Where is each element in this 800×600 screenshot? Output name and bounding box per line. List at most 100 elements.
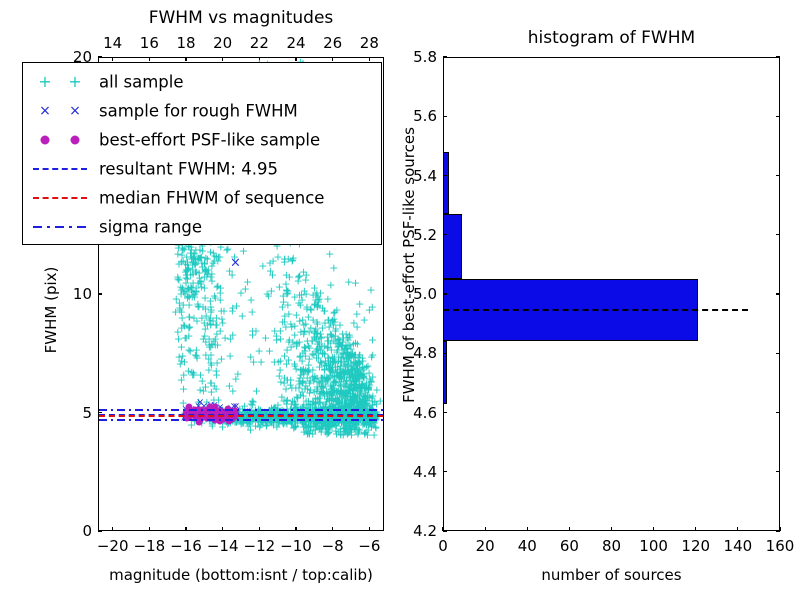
- scatter-point-all-sample: +: [362, 417, 371, 428]
- scatter-point-all-sample: +: [336, 351, 345, 362]
- scatter-point-all-sample: +: [353, 416, 362, 427]
- scatter-point-all-sample: +: [337, 417, 346, 428]
- scatter-point-all-sample: +: [357, 413, 366, 424]
- y-tick-right: [776, 115, 780, 117]
- scatter-point-all-sample: +: [289, 411, 298, 422]
- y-tick: [443, 352, 447, 354]
- scatter-point-all-sample: +: [299, 320, 308, 331]
- scatter-point-all-sample: +: [289, 422, 298, 433]
- scatter-point-all-sample: +: [228, 306, 237, 317]
- scatter-point-all-sample: +: [204, 264, 213, 275]
- scatter-point-all-sample: +: [201, 265, 210, 276]
- scatter-point-all-sample: +: [350, 413, 359, 424]
- top-x-tick: [368, 57, 370, 61]
- x-tick-label: 120: [681, 537, 710, 555]
- scatter-point-all-sample: +: [201, 382, 210, 393]
- scatter-point-all-sample: +: [213, 339, 222, 350]
- scatter-point-all-sample: +: [355, 406, 364, 417]
- scatter-point-all-sample: +: [319, 403, 328, 414]
- scatter-point-all-sample: +: [361, 406, 370, 417]
- x-tick-label: −10: [280, 537, 312, 555]
- scatter-point-all-sample: +: [352, 406, 361, 417]
- scatter-point-all-sample: +: [191, 349, 200, 360]
- legend-label-3: resultant FWHM: 4.95: [99, 159, 278, 178]
- scatter-point-all-sample: +: [363, 413, 372, 424]
- scatter-point-all-sample: +: [299, 413, 308, 424]
- scatter-point-all-sample: +: [206, 307, 215, 318]
- scatter-point-all-sample: +: [205, 314, 214, 325]
- scatter-point-all-sample: +: [244, 407, 253, 418]
- scatter-point-all-sample: +: [305, 417, 314, 428]
- scatter-point-all-sample: +: [309, 349, 318, 360]
- scatter-point-all-sample: +: [330, 408, 339, 419]
- scatter-point-all-sample: +: [347, 412, 356, 423]
- scatter-point-all-sample: +: [198, 240, 207, 251]
- scatter-point-all-sample: +: [177, 374, 186, 385]
- scatter-point-all-sample: +: [273, 399, 282, 410]
- scatter-point-all-sample: +: [303, 412, 312, 423]
- scatter-point-all-sample: +: [262, 412, 271, 423]
- scatter-point-all-sample: +: [177, 322, 186, 333]
- scatter-point-all-sample: +: [332, 412, 341, 423]
- scatter-point-all-sample: +: [181, 333, 190, 344]
- scatter-point-all-sample: +: [288, 416, 297, 427]
- scatter-point-all-sample: +: [308, 408, 317, 419]
- scatter-point-all-sample: +: [344, 407, 353, 418]
- y-tick: [443, 530, 447, 532]
- scatter-point-all-sample: +: [304, 367, 313, 378]
- scatter-point-all-sample: +: [316, 416, 325, 427]
- scatter-point-all-sample: +: [189, 369, 198, 380]
- scatter-point-all-sample: +: [213, 280, 222, 291]
- scatter-point-all-sample: +: [279, 419, 288, 430]
- scatter-point-all-sample: +: [260, 413, 269, 424]
- scatter-point-all-sample: +: [313, 413, 322, 424]
- scatter-point-all-sample: +: [330, 403, 339, 414]
- scatter-point-all-sample: +: [301, 289, 310, 300]
- scatter-point-all-sample: +: [329, 401, 338, 412]
- scatter-point-all-sample: +: [292, 407, 301, 418]
- scatter-point-all-sample: +: [206, 272, 215, 283]
- scatter-point-all-sample: +: [291, 413, 300, 424]
- scatter-point-all-sample: +: [274, 416, 283, 427]
- top-x-tick-label: 26: [323, 34, 342, 52]
- scatter-point-all-sample: +: [198, 245, 207, 256]
- scatter-point-all-sample: +: [182, 264, 191, 275]
- dashed-line-sample: [33, 167, 87, 170]
- scatter-point-all-sample: +: [327, 395, 336, 406]
- scatter-point-all-sample: +: [332, 413, 341, 424]
- scatter-point-all-sample: +: [344, 412, 353, 423]
- scatter-point-all-sample: +: [320, 391, 329, 402]
- scatter-point-all-sample: +: [189, 289, 198, 300]
- scatter-point-all-sample: +: [212, 329, 221, 340]
- scatter-point-all-sample: +: [238, 311, 247, 322]
- scatter-point-all-sample: +: [349, 403, 358, 414]
- legend-row-5: sigma range: [23, 212, 381, 241]
- scatter-point-all-sample: +: [174, 351, 183, 362]
- scatter-point-all-sample: +: [301, 318, 310, 329]
- scatter-point-all-sample: +: [206, 319, 215, 330]
- scatter-point-all-sample: +: [184, 263, 193, 274]
- x-tick-label: −16: [170, 537, 202, 555]
- scatter-point-all-sample: +: [321, 379, 330, 390]
- scatter-point-all-sample: +: [361, 397, 370, 408]
- scatter-point-all-sample: +: [287, 382, 296, 393]
- scatter-point-all-sample: +: [191, 267, 200, 278]
- scatter-point-all-sample: +: [341, 401, 350, 412]
- scatter-point-all-sample: +: [370, 396, 379, 407]
- scatter-point-all-sample: +: [356, 364, 365, 375]
- scatter-point-all-sample: +: [330, 418, 339, 429]
- x-tick-label: −18: [134, 537, 166, 555]
- scatter-point-all-sample: +: [184, 331, 193, 342]
- y-tick-right: [776, 56, 780, 58]
- scatter-point-all-sample: +: [341, 412, 350, 423]
- scatter-point-all-sample: +: [178, 244, 187, 255]
- scatter-point-all-sample: +: [176, 289, 185, 300]
- scatter-point-all-sample: +: [368, 334, 377, 345]
- scatter-point-all-sample: +: [346, 421, 355, 432]
- scatter-point-all-sample: +: [180, 321, 189, 332]
- scatter-point-all-sample: +: [195, 385, 204, 396]
- scatter-point-all-sample: +: [245, 406, 254, 417]
- scatter-point-all-sample: +: [258, 416, 267, 427]
- scatter-point-all-sample: +: [310, 408, 319, 419]
- scatter-point-all-sample: +: [301, 412, 310, 423]
